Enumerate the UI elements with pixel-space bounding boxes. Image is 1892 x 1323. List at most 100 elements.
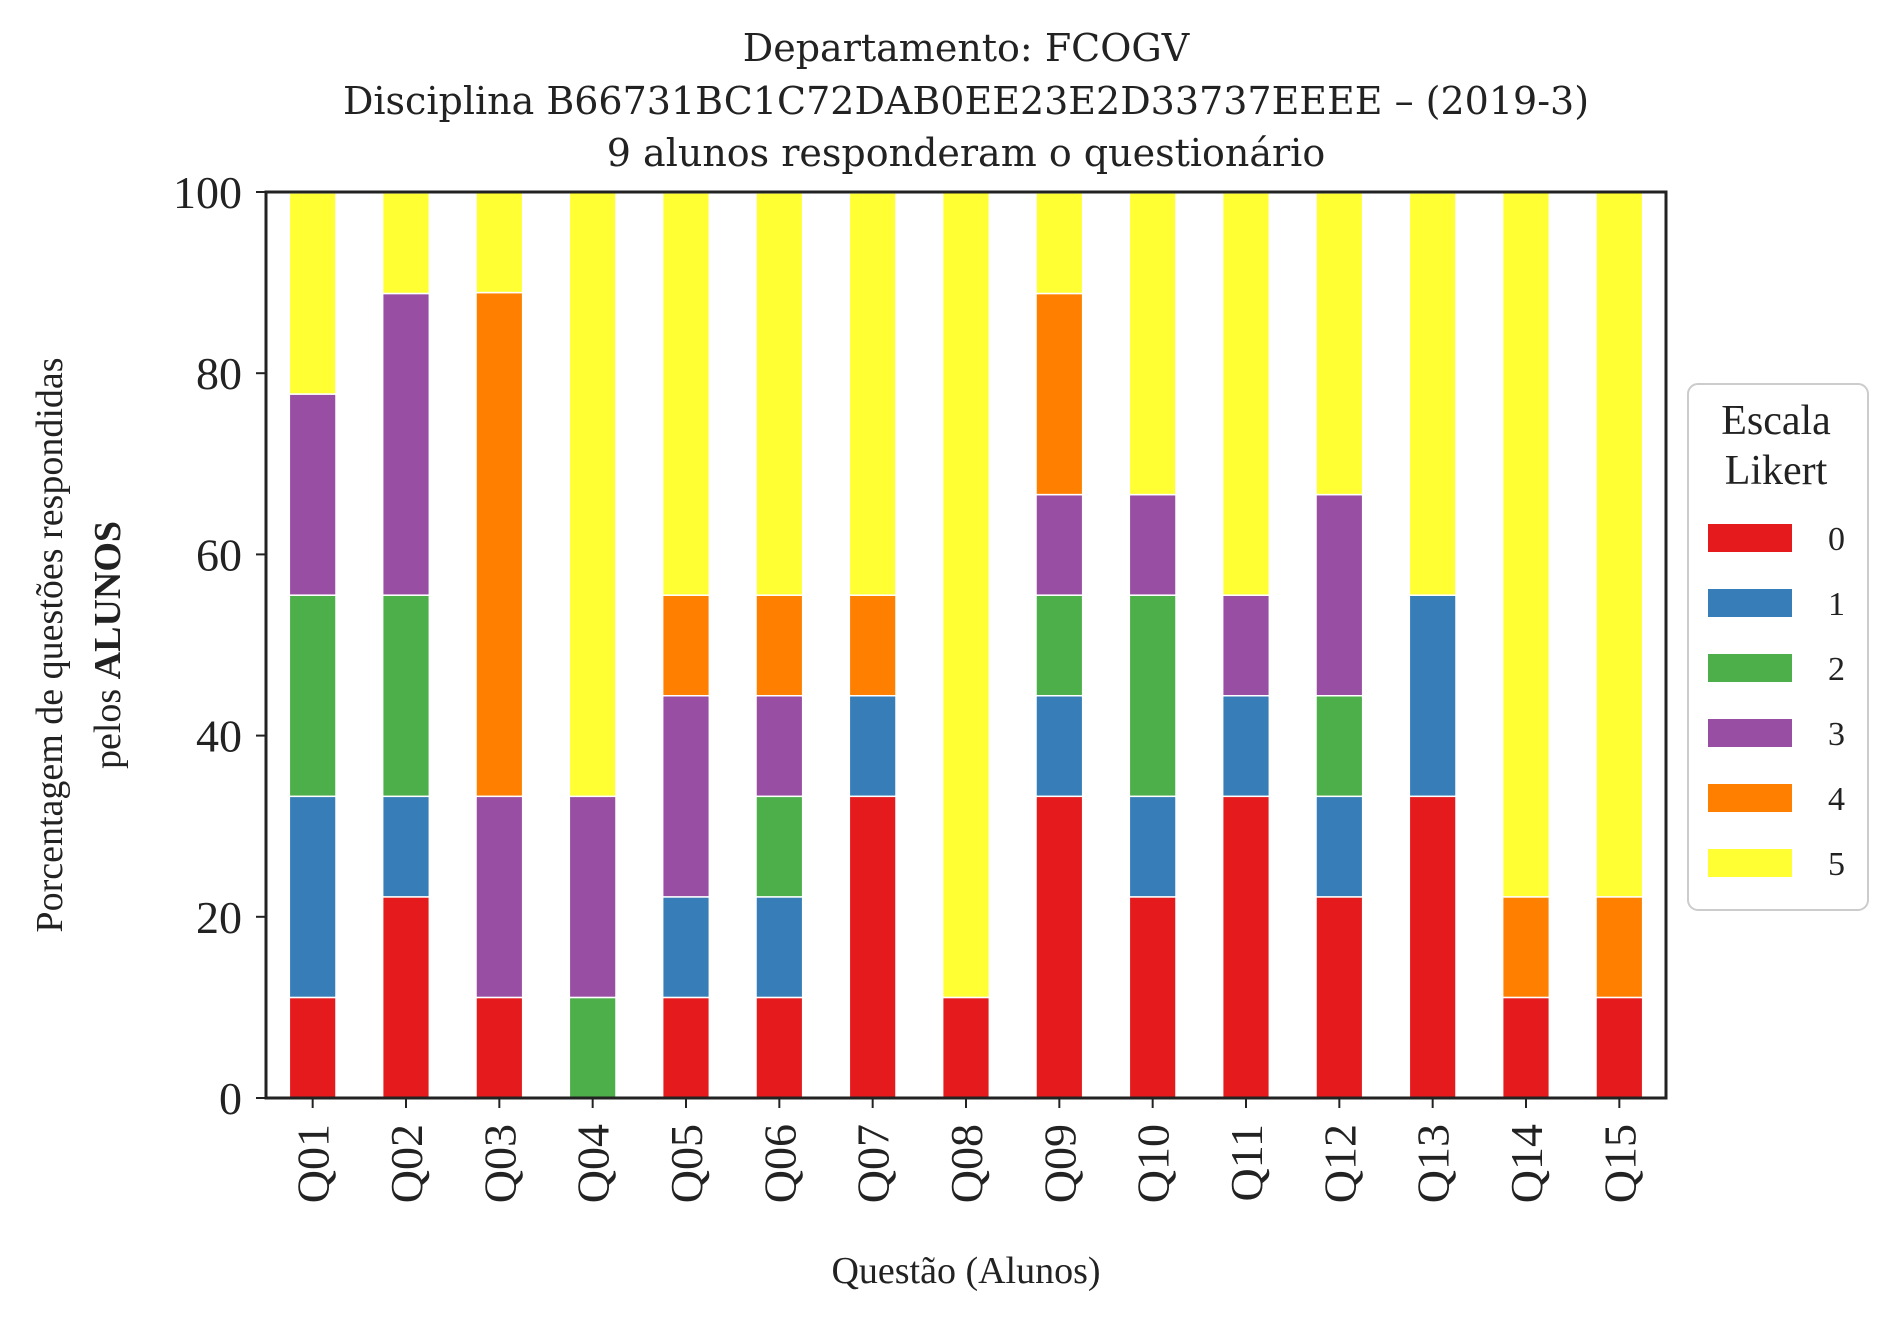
x-tick-label-q07: Q07 bbox=[848, 1124, 899, 1203]
y-tick-label: 80 bbox=[196, 348, 242, 399]
legend-label-2: 2 bbox=[1828, 651, 1845, 688]
x-tick-label-q03: Q03 bbox=[474, 1124, 525, 1203]
y-tick-label: 100 bbox=[173, 167, 242, 218]
bar-q08-likert-5 bbox=[941, 191, 991, 999]
bar-q12-likert-0 bbox=[1315, 896, 1364, 1099]
bar-q09-likert-1 bbox=[1035, 694, 1084, 798]
bar-q06-likert-5 bbox=[755, 192, 804, 596]
bar-q11-likert-1 bbox=[1221, 694, 1271, 798]
bar-q02-likert-1 bbox=[381, 795, 431, 898]
y-axis-label-line-2: pelos ALUNOS bbox=[87, 521, 129, 769]
bar-q03-likert-4 bbox=[475, 291, 524, 798]
x-tick-label-q08: Q08 bbox=[941, 1124, 992, 1203]
bar-q13-likert-0 bbox=[1408, 795, 1457, 1099]
bar-q01-likert-5 bbox=[288, 192, 337, 395]
legend-swatch-3 bbox=[1708, 719, 1792, 747]
bar-q01-likert-2 bbox=[288, 594, 337, 798]
y-tick-label: 40 bbox=[196, 711, 242, 762]
legend-frame bbox=[1687, 383, 1869, 911]
bar-q07-likert-4 bbox=[848, 594, 897, 697]
bar-q15-likert-0 bbox=[1595, 996, 1644, 1099]
bar-q06-likert-3 bbox=[755, 694, 804, 798]
bar-q05-likert-3 bbox=[661, 694, 711, 898]
bar-q01-likert-0 bbox=[288, 996, 337, 1099]
x-axis-ticks: Q01 Q02 Q03 Q04 Q05 Q06 Q07 Q08 Q09 Q10 Q11 Q12 Q13 Q… bbox=[288, 1098, 1645, 1203]
bar-q10-likert-2 bbox=[1128, 594, 1177, 798]
x-tick-label-q10: Q10 bbox=[1128, 1124, 1179, 1203]
bar-q02-likert-0 bbox=[381, 896, 431, 1099]
x-tick-label-q02: Q02 bbox=[381, 1124, 432, 1203]
x-tick-label-q11: Q11 bbox=[1221, 1124, 1272, 1202]
bar-q10-likert-1 bbox=[1128, 795, 1177, 898]
bar-q01-likert-1 bbox=[288, 795, 337, 999]
y-axis-label: Porcentagem de questões respondidas pelo… bbox=[29, 357, 129, 932]
legend-items: 0 1 2 3 4 5 bbox=[1708, 521, 1845, 883]
bar-q02-likert-5 bbox=[381, 192, 431, 295]
bar-q07-likert-1 bbox=[848, 694, 897, 798]
bar-q14-likert-4 bbox=[1501, 896, 1551, 999]
legend-label-4: 4 bbox=[1828, 781, 1845, 818]
bar-q12-likert-1 bbox=[1315, 795, 1364, 898]
y-axis-label-prefix: pelos bbox=[87, 679, 129, 769]
y-tick-label: 0 bbox=[219, 1073, 242, 1124]
bars-group bbox=[288, 191, 1644, 1099]
legend-swatch-1 bbox=[1708, 589, 1792, 617]
bar-q10-likert-3 bbox=[1128, 493, 1177, 596]
bar-q06-likert-4 bbox=[755, 594, 804, 697]
bar-q03-likert-3 bbox=[475, 795, 524, 999]
x-tick-label-q06: Q06 bbox=[754, 1124, 805, 1203]
x-axis-label: Questão (Alunos) bbox=[831, 1250, 1100, 1292]
x-tick-label-q04: Q04 bbox=[568, 1124, 619, 1203]
bar-q07-likert-5 bbox=[848, 192, 897, 596]
bar-q09-likert-3 bbox=[1035, 493, 1084, 596]
bar-q05-likert-1 bbox=[661, 896, 711, 999]
bar-q02-likert-2 bbox=[381, 594, 431, 798]
title-line-1: Departamento: FCOGV bbox=[743, 26, 1190, 70]
bar-q08-likert-0 bbox=[941, 996, 991, 1099]
bar-q05-likert-4 bbox=[661, 594, 711, 697]
x-tick-label-q13: Q13 bbox=[1408, 1124, 1459, 1203]
bar-q10-likert-0 bbox=[1128, 896, 1177, 1099]
bar-q14-likert-0 bbox=[1501, 996, 1551, 1099]
legend-swatch-0 bbox=[1708, 524, 1792, 552]
y-tick-label: 20 bbox=[196, 892, 242, 943]
bar-q12-likert-2 bbox=[1315, 694, 1364, 798]
x-tick-label-q09: Q09 bbox=[1034, 1124, 1085, 1203]
bar-q05-likert-0 bbox=[661, 996, 711, 1099]
bar-q09-likert-4 bbox=[1035, 292, 1084, 496]
bar-q12-likert-3 bbox=[1315, 493, 1364, 697]
bar-q12-likert-5 bbox=[1315, 192, 1364, 496]
bar-q09-likert-0 bbox=[1035, 795, 1084, 1099]
legend-swatch-2 bbox=[1708, 654, 1792, 682]
bar-q05-likert-5 bbox=[661, 192, 711, 596]
bar-q01-likert-3 bbox=[288, 393, 337, 596]
bar-q14-likert-5 bbox=[1501, 191, 1551, 898]
x-tick-label-q12: Q12 bbox=[1314, 1124, 1365, 1203]
bar-q10-likert-5 bbox=[1128, 192, 1177, 496]
bar-q04-likert-2 bbox=[568, 996, 617, 1099]
x-tick-label-q05: Q05 bbox=[661, 1124, 712, 1203]
y-tick-label: 60 bbox=[196, 529, 242, 580]
legend-label-1: 1 bbox=[1828, 586, 1845, 623]
bar-q06-likert-2 bbox=[755, 795, 804, 898]
bar-q15-likert-4 bbox=[1595, 896, 1644, 999]
y-axis-label-line-1: Porcentagem de questões respondidas bbox=[29, 357, 71, 932]
bar-q09-likert-5 bbox=[1035, 192, 1084, 295]
chart-title: Departamento: FCOGV Disciplina B66731BC1… bbox=[343, 26, 1589, 175]
bar-q13-likert-1 bbox=[1408, 594, 1457, 798]
legend-swatch-5 bbox=[1708, 849, 1792, 877]
bar-q02-likert-3 bbox=[381, 292, 431, 596]
title-line-2: Disciplina B66731BC1C72DAB0EE23E2D33737E… bbox=[343, 79, 1589, 123]
bar-q07-likert-0 bbox=[848, 795, 897, 1099]
x-tick-label-q14: Q14 bbox=[1501, 1124, 1552, 1203]
bar-q09-likert-2 bbox=[1035, 594, 1084, 697]
bar-q11-likert-3 bbox=[1221, 594, 1271, 697]
bar-q06-likert-1 bbox=[755, 896, 804, 999]
x-tick-label-q15: Q15 bbox=[1594, 1124, 1645, 1203]
bar-q04-likert-5 bbox=[568, 191, 617, 798]
bar-q06-likert-0 bbox=[755, 996, 804, 1099]
bar-q03-likert-5 bbox=[475, 191, 524, 294]
legend: Escala Likert 0 1 2 3 4 5 bbox=[1687, 383, 1869, 911]
bar-q11-likert-0 bbox=[1221, 795, 1271, 1099]
y-axis-label-bold: ALUNOS bbox=[87, 521, 129, 679]
